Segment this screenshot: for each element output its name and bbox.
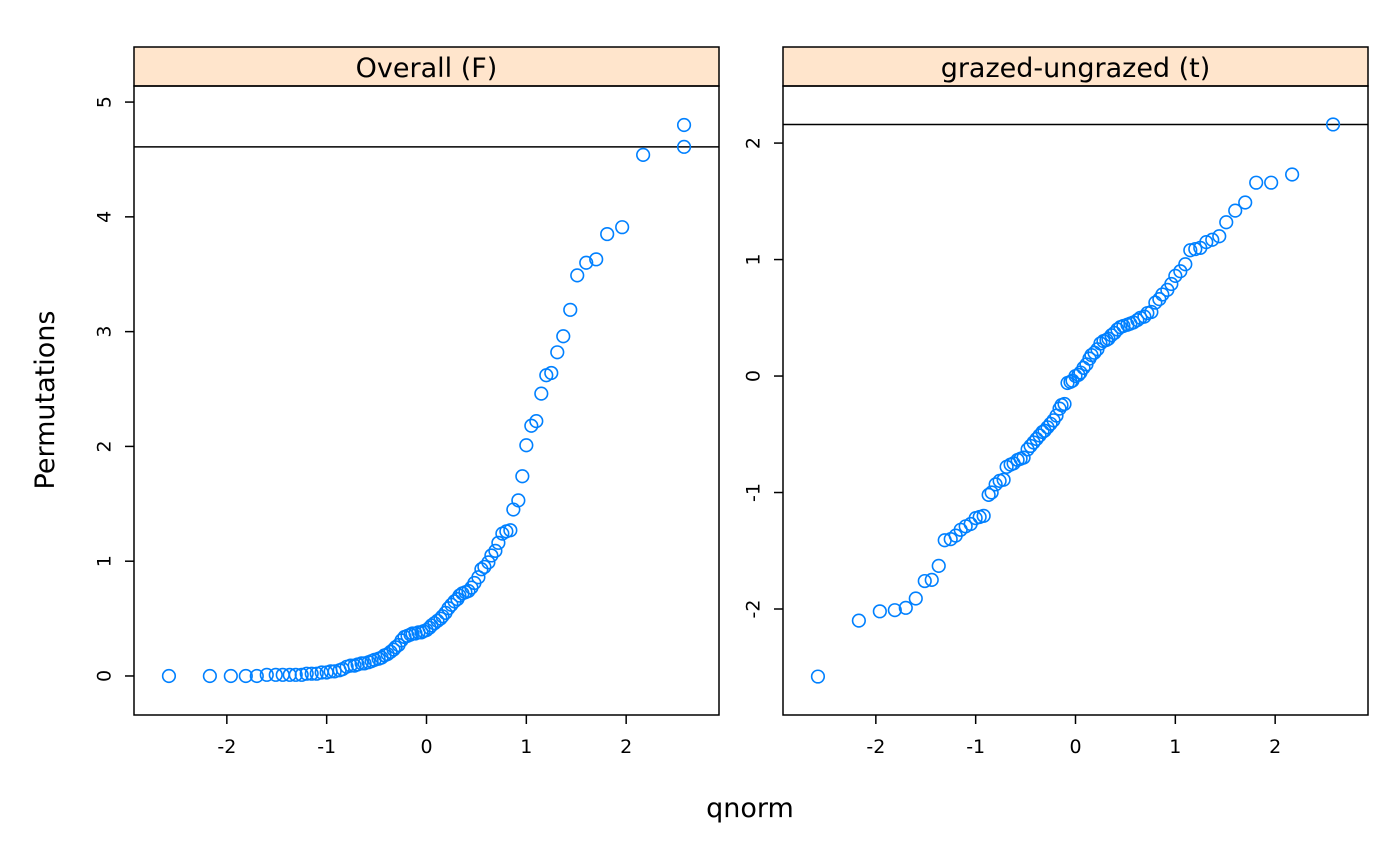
x-axis-title: qnorm <box>706 793 794 824</box>
data-point <box>932 560 945 573</box>
x-tick-label: -1 <box>966 736 985 758</box>
data-point <box>1250 176 1263 189</box>
x-tick-label: 0 <box>420 736 432 758</box>
data-point <box>1286 168 1299 181</box>
data-point <box>678 119 691 132</box>
data-point <box>1265 176 1278 189</box>
panel-1: Overall (F) -2 -1 0 1 2 0 1 2 3 4 5 <box>94 47 719 758</box>
y-tick-label: 0 <box>94 670 116 682</box>
x-tick-label: 2 <box>620 736 632 758</box>
data-point <box>909 592 922 605</box>
data-point <box>225 670 238 683</box>
data-point <box>637 149 650 162</box>
y-tick-label: 3 <box>94 326 116 338</box>
data-point <box>557 330 570 343</box>
data-point <box>520 439 533 452</box>
y-tick-label: 0 <box>743 370 765 382</box>
data-point <box>616 221 629 234</box>
panels-group: Overall (F) -2 -1 0 1 2 0 1 2 3 4 5 grazed-ungrazed … <box>94 47 1368 758</box>
x-tick-label: -1 <box>317 736 336 758</box>
data-point <box>535 387 548 400</box>
data-point <box>163 670 176 683</box>
data-point <box>1239 196 1252 209</box>
y-tick-label: 1 <box>743 254 765 266</box>
data-point <box>551 346 564 359</box>
points-group <box>163 119 691 683</box>
strip-label: Overall (F) <box>356 53 498 84</box>
data-point <box>545 367 558 380</box>
data-point <box>564 304 577 317</box>
y-tick-label: 1 <box>94 555 116 567</box>
y-tick-label: 4 <box>94 211 116 223</box>
strip-label: grazed-ungrazed (t) <box>941 53 1211 84</box>
points-group <box>812 118 1340 683</box>
x-tick-label: 2 <box>1269 736 1281 758</box>
data-point <box>1220 216 1233 229</box>
data-point <box>601 228 614 241</box>
data-point <box>571 269 584 282</box>
data-point <box>853 614 866 627</box>
y-tick-label: -2 <box>743 600 765 619</box>
x-tick-label: -2 <box>866 736 885 758</box>
data-point <box>516 470 529 483</box>
data-point <box>874 605 887 618</box>
x-tick-label: 1 <box>520 736 532 758</box>
data-point <box>204 670 217 683</box>
x-tick-label: -2 <box>217 736 236 758</box>
data-point <box>812 670 825 683</box>
panel-2: grazed-ungrazed (t) -2 -1 0 1 2 -2 -1 0 1 2 <box>743 47 1368 758</box>
x-tick-label: 0 <box>1069 736 1081 758</box>
panel-frame <box>783 86 1368 715</box>
x-tick-label: 1 <box>1169 736 1181 758</box>
y-tick-label: 2 <box>94 440 116 452</box>
y-tick-label: -1 <box>743 483 765 502</box>
y-tick-label: 5 <box>94 96 116 108</box>
data-point <box>985 486 998 499</box>
y-axis-title: Permutations <box>30 311 61 490</box>
y-tick-label: 2 <box>743 137 765 149</box>
